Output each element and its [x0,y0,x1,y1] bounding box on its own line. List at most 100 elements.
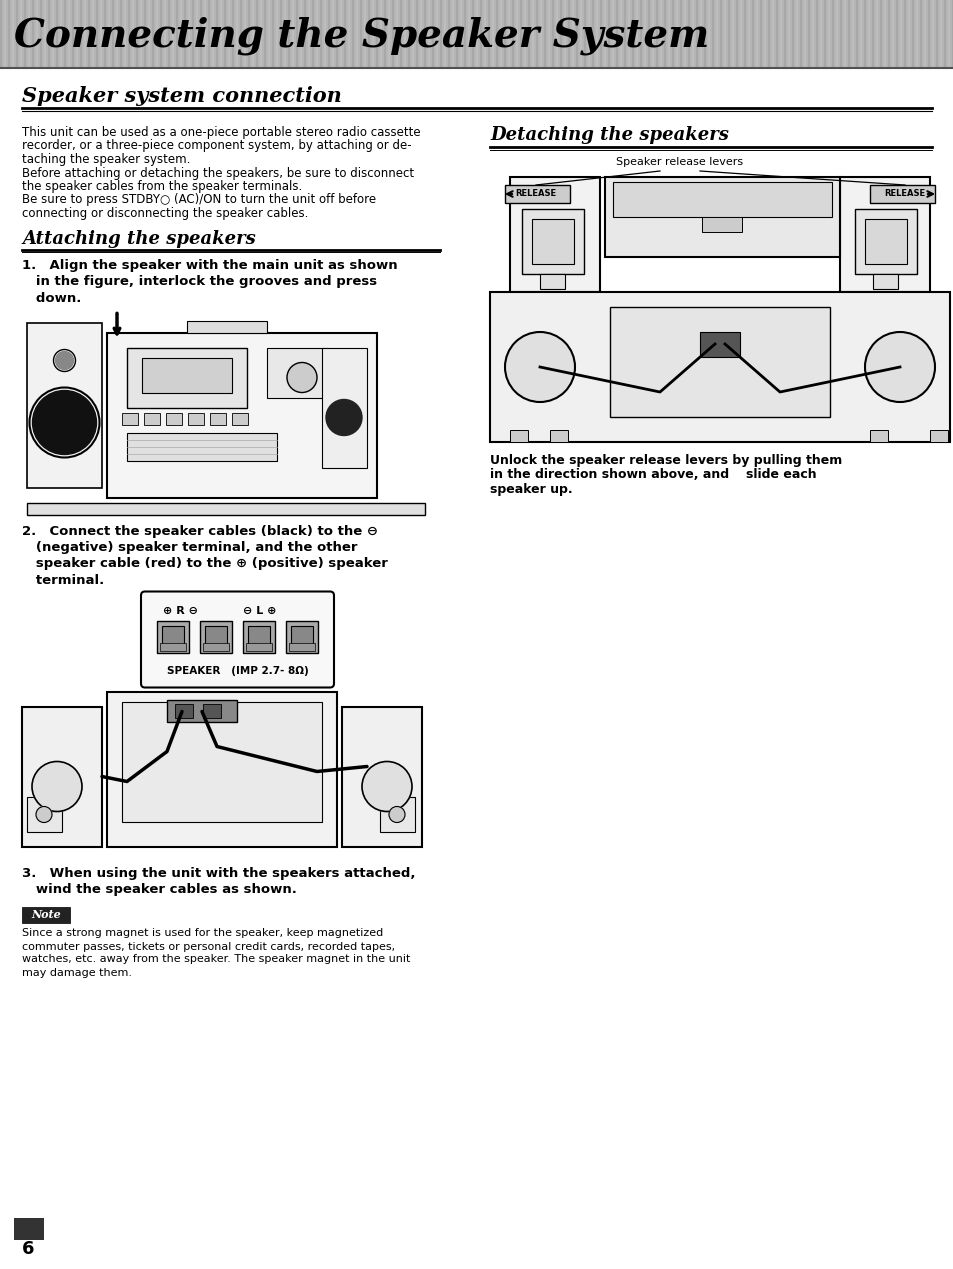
Bar [40,0,42,69]
Bar [599,0,601,69]
Text: recorder, or a three-piece component system, by attaching or de-: recorder, or a three-piece component sys… [22,140,411,152]
Text: speaker cable (red) to the ⊕ (positive) speaker: speaker cable (red) to the ⊕ (positive) … [22,557,388,571]
Bar [224,0,226,69]
Bar [384,0,386,69]
Bar [700,0,701,69]
Bar [783,0,785,69]
Bar [869,430,887,442]
Bar [164,0,166,69]
Circle shape [287,363,316,392]
Bar [212,0,213,69]
Bar [815,0,817,69]
Bar [840,0,841,69]
Bar [740,0,741,69]
Circle shape [504,332,575,402]
Bar [787,0,789,69]
Text: (negative) speaker terminal, and the other: (negative) speaker terminal, and the oth… [22,542,357,555]
Text: down.: down. [22,292,81,305]
Bar [919,0,921,69]
Bar [195,0,198,69]
Bar [840,176,929,292]
Bar [527,0,530,69]
Text: RELEASE: RELEASE [515,189,556,198]
Bar [332,0,334,69]
Bar [760,0,761,69]
Bar [375,0,377,69]
Bar [368,0,370,69]
Bar [412,0,414,69]
Bar [235,0,237,69]
Bar [476,0,477,69]
Bar [107,692,336,846]
Text: wind the speaker cables as shown.: wind the speaker cables as shown. [22,882,296,896]
Bar [647,0,649,69]
Bar [112,0,113,69]
Bar [929,430,947,442]
Bar [27,503,424,514]
Bar [187,321,267,332]
Circle shape [55,352,73,369]
Text: Speaker release levers: Speaker release levers [616,157,742,168]
Text: 6: 6 [22,1240,34,1258]
Bar [631,0,634,69]
Bar [547,0,550,69]
Text: Detaching the speakers: Detaching the speakers [490,126,728,143]
Bar [572,0,574,69]
Text: Connecting the Speaker System: Connecting the Speaker System [14,16,708,55]
Bar [576,0,578,69]
Bar [659,0,661,69]
Circle shape [864,332,934,402]
Bar [27,797,62,831]
Text: Unlock the speaker release levers by pulling them: Unlock the speaker release levers by pul… [490,454,841,467]
Bar [319,0,322,69]
Bar [859,0,862,69]
Bar [519,0,521,69]
Bar [651,0,654,69]
Bar [180,0,182,69]
Bar [875,0,877,69]
Bar [727,0,729,69]
Bar [499,0,501,69]
Bar [48,0,50,69]
Bar [80,0,82,69]
Bar [747,0,749,69]
Bar [267,348,327,397]
Bar [120,0,122,69]
Bar [867,0,869,69]
Bar [315,0,317,69]
Bar [490,292,949,442]
Bar [507,0,510,69]
Bar [4,0,6,69]
Bar [763,0,765,69]
Bar [116,0,118,69]
Bar [643,0,645,69]
Bar [691,0,693,69]
Bar [372,0,374,69]
Bar [64,0,66,69]
Text: Note: Note [31,909,61,920]
Bar [162,626,184,647]
Bar [246,642,272,651]
Bar [392,0,394,69]
Bar [939,0,941,69]
Bar [864,220,906,264]
Bar [175,0,178,69]
Bar [567,0,569,69]
Text: RELEASE: RELEASE [883,189,924,198]
Bar [807,0,809,69]
Bar [623,0,625,69]
Bar [803,0,805,69]
Text: in the direction shown above, and  slide each: in the direction shown above, and slide … [490,468,816,481]
Bar [395,0,397,69]
Bar [44,0,46,69]
Bar [157,621,189,652]
Bar [619,0,621,69]
Bar [167,699,236,722]
Bar [927,0,929,69]
Bar [220,0,222,69]
Bar [322,348,367,467]
Bar [255,0,257,69]
Bar [947,0,949,69]
Bar [800,0,801,69]
Bar [720,0,721,69]
